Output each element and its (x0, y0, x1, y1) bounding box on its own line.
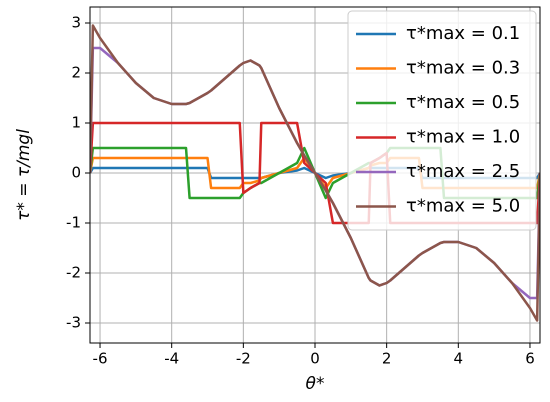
series-line (90, 24, 540, 322)
x-tick-label: 0 (310, 350, 320, 368)
legend-label: τ*max = 2.5 (406, 161, 520, 182)
y-tick-label: 0 (71, 164, 81, 182)
y-tick-label: -2 (66, 264, 81, 282)
y-tick-label: 1 (71, 114, 81, 132)
legend-label: τ*max = 0.3 (406, 58, 520, 79)
legend-label: τ*max = 0.1 (406, 23, 520, 44)
x-axis-label: θ* (306, 374, 325, 394)
x-tick-label: 2 (382, 350, 392, 368)
x-tick-label: -4 (164, 350, 179, 368)
x-tick-label: -2 (236, 350, 251, 368)
legend-label: τ*max = 5.0 (406, 196, 520, 217)
y-tick-label: 2 (71, 64, 81, 82)
y-tick-label: -1 (66, 214, 81, 232)
x-tick-label: 4 (454, 350, 464, 368)
y-axis-label: τ* = τ/mgl (14, 129, 34, 221)
plot-frame (89, 6, 541, 344)
x-tick-label: 6 (525, 350, 535, 368)
x-tick-label: -6 (93, 350, 108, 368)
legend-box (347, 10, 537, 231)
legend-label: τ*max = 1.0 (406, 127, 520, 148)
y-tick-label: -3 (66, 314, 81, 332)
legend-label: τ*max = 0.5 (406, 92, 520, 113)
y-tick-label: 3 (71, 14, 81, 32)
